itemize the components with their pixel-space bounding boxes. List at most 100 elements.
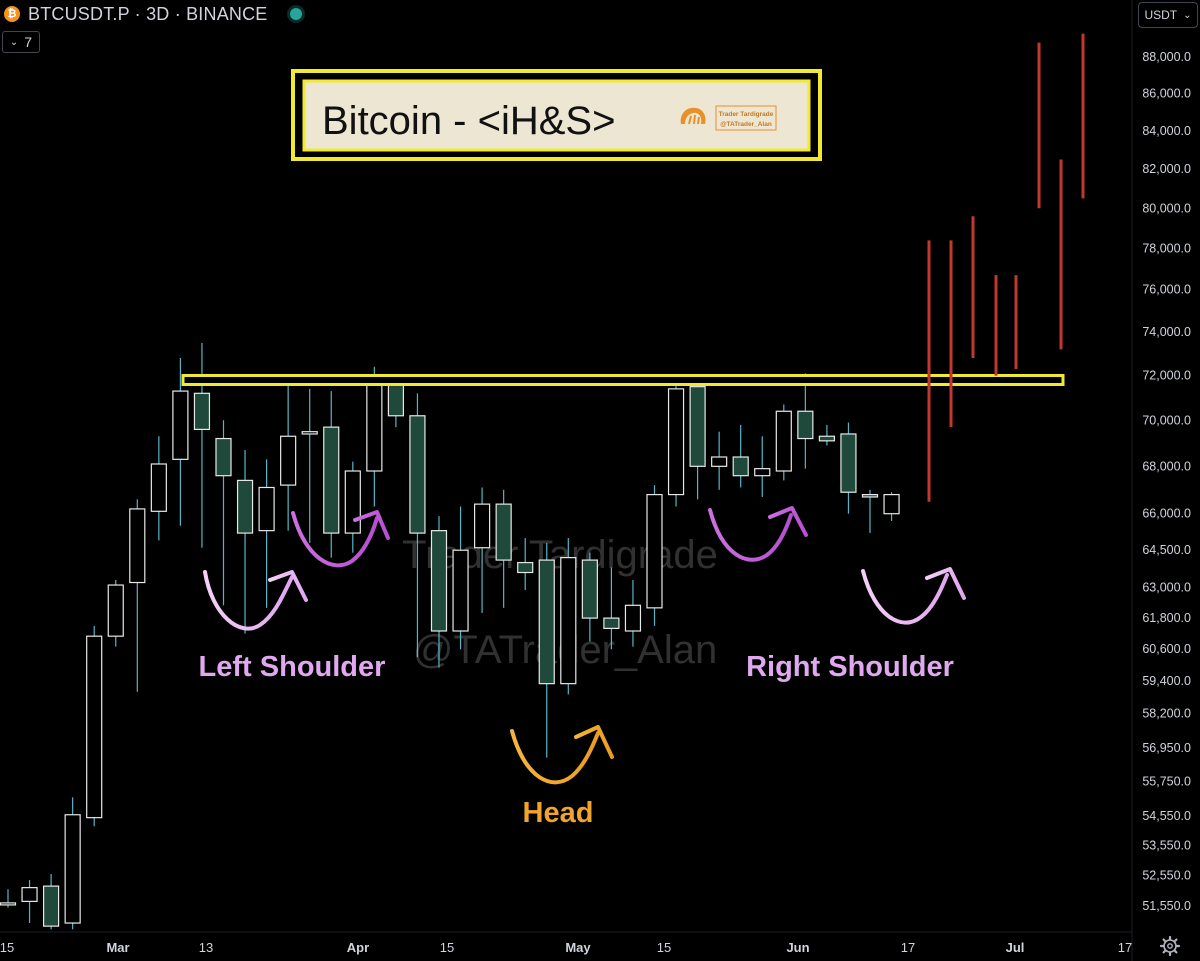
candle bbox=[366, 383, 383, 472]
candle bbox=[430, 530, 448, 632]
candle bbox=[236, 479, 254, 534]
candle bbox=[172, 390, 189, 460]
candle bbox=[797, 410, 814, 440]
candle bbox=[474, 503, 491, 549]
candle bbox=[344, 470, 361, 534]
projection-layer bbox=[927, 33, 1085, 502]
candle bbox=[775, 410, 792, 472]
price-tick-label: 82,000.0 bbox=[1142, 162, 1191, 176]
left-shoulder-label: Left Shoulder bbox=[199, 651, 386, 683]
time-tick-label: 13 bbox=[199, 940, 213, 955]
neckline bbox=[181, 373, 1065, 386]
candle bbox=[560, 557, 577, 685]
candle bbox=[818, 435, 836, 442]
price-tick-label: 80,000.0 bbox=[1142, 201, 1191, 215]
price-tick-label: 61,800.0 bbox=[1142, 611, 1191, 625]
trader-tardigrade-logo-icon bbox=[680, 107, 706, 125]
left-shoulder-arrow-2 bbox=[291, 510, 390, 568]
candle bbox=[883, 493, 900, 515]
candle bbox=[150, 463, 167, 512]
candle bbox=[86, 635, 103, 819]
price-tick-label: 74,000.0 bbox=[1142, 325, 1191, 339]
symbol-title[interactable]: BTCUSDT.P · 3D · BINANCE bbox=[28, 3, 268, 24]
candle bbox=[732, 456, 749, 477]
price-axis: 88,000.0 86,000.0 84,000.0 82,000.0 80,000.0… bbox=[1142, 50, 1191, 913]
candle bbox=[754, 468, 771, 477]
currency-button[interactable]: USDT ⌄ bbox=[1138, 2, 1198, 28]
price-tick-label: 54,550.0 bbox=[1142, 809, 1191, 823]
price-tick-label: 84,000.0 bbox=[1142, 124, 1191, 138]
left-shoulder-arrow-1 bbox=[203, 570, 308, 631]
price-tick-label: 55,750.0 bbox=[1142, 775, 1191, 789]
time-tick-label: 15 bbox=[657, 940, 671, 955]
candle bbox=[193, 392, 211, 430]
price-tick-label: 88,000.0 bbox=[1142, 50, 1191, 64]
indicators-toggle[interactable]: ⌄ 7 bbox=[2, 31, 40, 53]
candle bbox=[21, 887, 38, 902]
candle bbox=[409, 415, 426, 534]
title-box-outer bbox=[291, 69, 822, 161]
time-tick-label: Jul bbox=[1006, 940, 1025, 955]
candle bbox=[624, 604, 642, 632]
candle bbox=[42, 885, 60, 927]
price-tick-label: 59,400.0 bbox=[1142, 674, 1191, 688]
indicator-count: 7 bbox=[24, 34, 33, 50]
candle bbox=[280, 435, 297, 486]
title-box-inner bbox=[302, 79, 811, 152]
candle bbox=[538, 559, 555, 685]
price-tick-label: 56,950.0 bbox=[1142, 741, 1191, 755]
candle bbox=[689, 386, 706, 467]
candle bbox=[581, 559, 598, 619]
candle bbox=[840, 433, 857, 493]
price-tick-label: 53,550.0 bbox=[1142, 839, 1191, 853]
time-tick-label: 15 bbox=[0, 940, 14, 955]
time-axis: 15 Mar 13 Apr 15 May 15 Jun 17 Jul 17 bbox=[0, 940, 1132, 955]
time-tick-label: Apr bbox=[347, 940, 369, 955]
head-arrow bbox=[510, 725, 614, 785]
candle bbox=[64, 814, 81, 924]
price-tick-label: 58,200.0 bbox=[1142, 706, 1191, 720]
candle bbox=[323, 426, 340, 534]
head-label: Head bbox=[523, 797, 594, 829]
settings-gear-icon[interactable] bbox=[1159, 935, 1181, 957]
candle bbox=[517, 561, 534, 574]
candle bbox=[129, 508, 146, 584]
price-tick-label: 64,500.0 bbox=[1142, 543, 1191, 557]
candles-layer bbox=[0, 342, 900, 930]
candle bbox=[107, 584, 124, 637]
watermark-line-1: Trader Tardigrade bbox=[402, 533, 718, 577]
price-tick-label: 72,000.0 bbox=[1142, 369, 1191, 383]
price-tick-label: 70,000.0 bbox=[1142, 413, 1191, 427]
time-tick-label: 17 bbox=[901, 940, 915, 955]
price-tick-label: 66,000.0 bbox=[1142, 507, 1191, 521]
title-badge-line-1: Trader Tardigrade bbox=[719, 111, 774, 118]
candle bbox=[215, 437, 232, 477]
candle bbox=[646, 493, 663, 609]
candle bbox=[667, 388, 685, 496]
candle bbox=[861, 493, 879, 498]
price-tick-label: 52,550.0 bbox=[1142, 868, 1191, 882]
bitcoin-icon: ₿ bbox=[4, 6, 20, 22]
candle bbox=[301, 431, 318, 435]
time-tick-label: May bbox=[565, 940, 591, 955]
price-tick-label: 86,000.0 bbox=[1142, 86, 1191, 100]
currency-label: USDT bbox=[1144, 8, 1178, 22]
title-badge-line-2: @TATrader_Alan bbox=[720, 121, 772, 128]
time-tick-label: 17 bbox=[1118, 940, 1132, 955]
right-shoulder-arrow-1 bbox=[708, 506, 808, 562]
chevron-down-icon: ⌄ bbox=[1183, 9, 1192, 21]
candle bbox=[711, 456, 728, 467]
symbol-header: ₿ BTCUSDT.P · 3D · BINANCE bbox=[0, 0, 302, 28]
price-tick-label: 60,600.0 bbox=[1142, 642, 1191, 656]
market-status-icon bbox=[289, 8, 302, 20]
watermark: Trader Tardigrade @TATrader_Alan bbox=[402, 533, 718, 672]
candle bbox=[452, 549, 469, 632]
price-tick-label: 51,550.0 bbox=[1142, 899, 1191, 913]
right-shoulder-arrow-2 bbox=[861, 567, 966, 625]
title-badge: Trader Tardigrade @TATrader_Alan bbox=[715, 105, 777, 131]
candle bbox=[603, 617, 620, 630]
candle bbox=[387, 383, 404, 417]
price-tick-label: 68,000.0 bbox=[1142, 459, 1191, 473]
time-tick-label: Mar bbox=[106, 940, 129, 955]
